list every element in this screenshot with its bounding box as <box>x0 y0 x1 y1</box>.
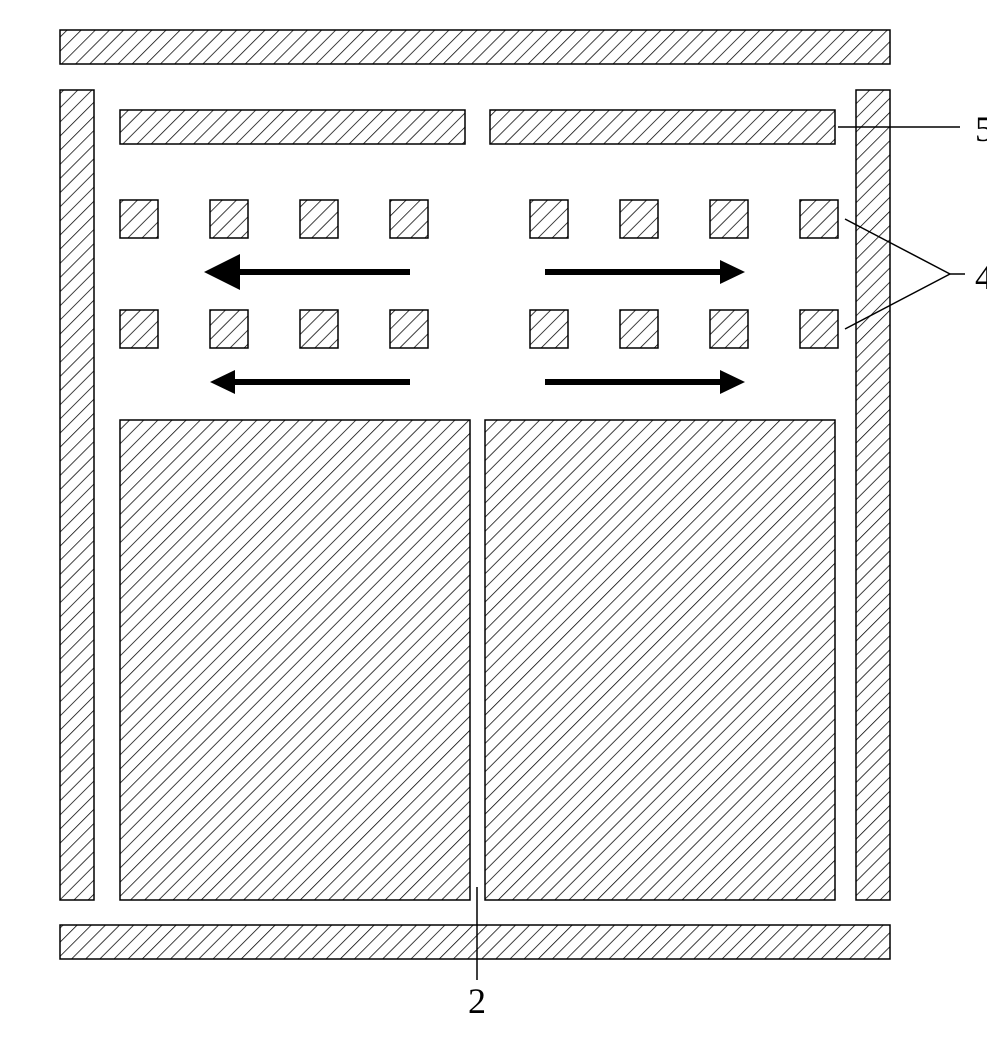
label-2: 2 <box>468 980 486 1022</box>
label-4: 4 <box>975 256 987 298</box>
right-bar <box>856 90 890 900</box>
square-r1-8 <box>800 200 838 238</box>
square-r2-6 <box>620 310 658 348</box>
square-r2-7 <box>710 310 748 348</box>
square-r2-3 <box>300 310 338 348</box>
arrow-1-right-head <box>720 260 745 284</box>
square-r2-4 <box>390 310 428 348</box>
square-r1-3 <box>300 200 338 238</box>
arrow-2-left-head <box>210 370 235 394</box>
big-block-left <box>120 420 470 900</box>
arrow-1-left-head <box>210 260 235 284</box>
square-r2-8 <box>800 310 838 348</box>
big-block-right <box>485 420 835 900</box>
inner-top-bar-right <box>490 110 835 144</box>
square-r2-5 <box>530 310 568 348</box>
diagram-svg <box>20 20 987 1020</box>
square-r1-1 <box>120 200 158 238</box>
square-r1-6 <box>620 200 658 238</box>
square-r2-1 <box>120 310 158 348</box>
square-r1-4 <box>390 200 428 238</box>
diagram-container: 5 4 2 <box>20 20 987 1020</box>
square-r1-7 <box>710 200 748 238</box>
top-bar <box>60 30 890 64</box>
square-r1-5 <box>530 200 568 238</box>
bottom-bar <box>60 925 890 959</box>
arrow-2-right-head <box>720 370 745 394</box>
label-5: 5 <box>975 108 987 150</box>
inner-top-bar-left <box>120 110 465 144</box>
square-r1-2 <box>210 200 248 238</box>
left-bar <box>60 90 94 900</box>
square-r2-2 <box>210 310 248 348</box>
